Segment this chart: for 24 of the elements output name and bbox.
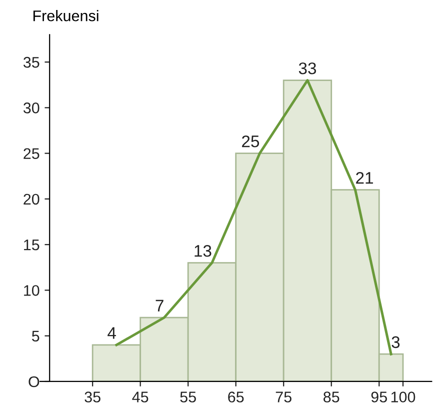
y-tick-label: 5 <box>32 330 40 342</box>
y-tick-label: 10 <box>24 285 40 296</box>
x-tick-label: 95 <box>371 392 387 402</box>
y-tick-label: 15 <box>24 240 40 250</box>
x-tick-label: 45 <box>132 392 148 402</box>
x-tick-label: 85 <box>324 392 340 402</box>
x-tick-label: 35 <box>84 392 100 402</box>
y-tick-label: 35 <box>23 56 40 68</box>
x-tick-label: 65 <box>228 392 244 402</box>
x-tick-label: 100 <box>391 392 416 402</box>
y-tick-label: 20 <box>24 194 40 205</box>
y-tick-label: 25 <box>24 148 40 160</box>
data-label: 13 <box>194 245 212 257</box>
data-label: 25 <box>242 135 260 148</box>
data-label: 7 <box>156 300 164 312</box>
data-label: 21 <box>356 172 373 184</box>
y-tick-label: O <box>28 376 40 388</box>
x-tick-label: 75 <box>276 392 292 402</box>
data-label: 33 <box>298 62 316 74</box>
y-axis-title: Frekuensi <box>33 10 98 22</box>
y-tick-label: 30 <box>23 102 40 114</box>
x-tick-label: 55 <box>180 392 196 402</box>
data-label: 4 <box>108 327 116 339</box>
data-label: 3 <box>392 336 400 348</box>
